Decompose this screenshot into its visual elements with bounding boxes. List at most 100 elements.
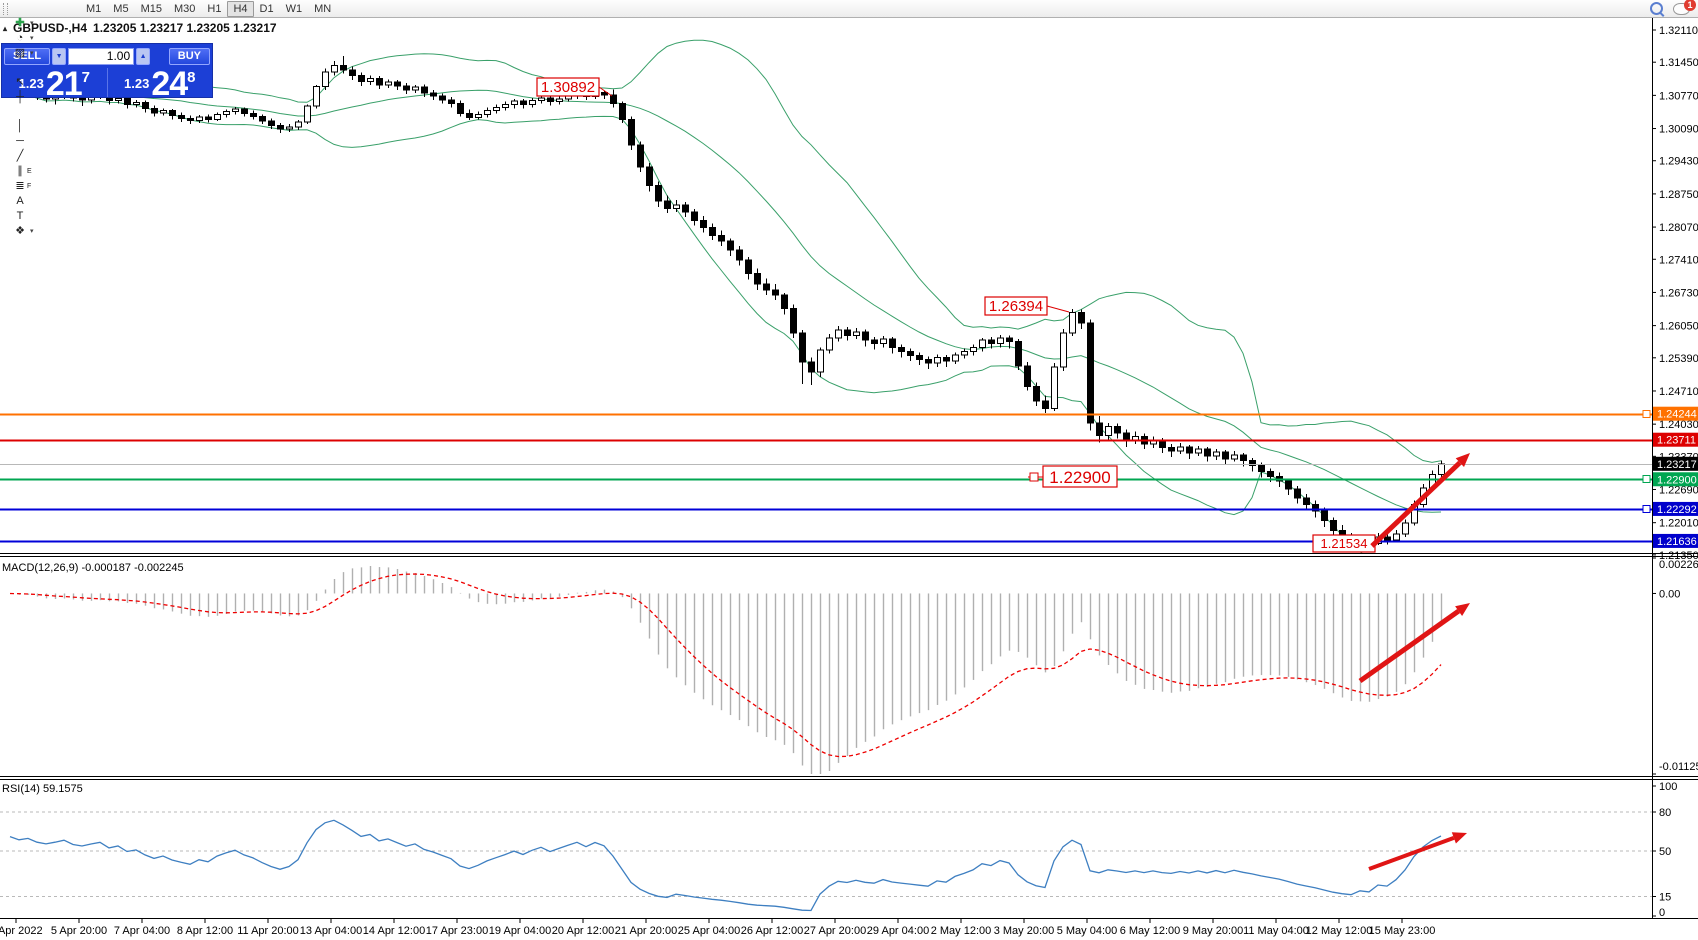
price-tick: 1.30090 bbox=[1659, 124, 1698, 136]
periods-button[interactable]: ◔ ▾ bbox=[11, 31, 80, 46]
chart-shift-button[interactable]: ↦ bbox=[11, 0, 80, 2]
hline-handle[interactable] bbox=[1642, 505, 1651, 513]
hline-handle[interactable] bbox=[1642, 475, 1651, 483]
macd-label: MACD(12,26,9) -0.000187 -0.002245 bbox=[2, 562, 184, 574]
chevron-down-icon[interactable]: ▾ bbox=[30, 50, 34, 57]
chevron-down-icon[interactable]: ▾ bbox=[30, 35, 34, 42]
pane-borders bbox=[0, 17, 1698, 919]
volume-input[interactable] bbox=[68, 47, 135, 65]
time-tick-label: 26 Apr 12:00 bbox=[741, 925, 803, 937]
timeframe-h4[interactable]: H4 bbox=[227, 0, 254, 17]
equidistant-channel-button[interactable]: ∥ E bbox=[11, 164, 80, 179]
price-tick: 1.28750 bbox=[1659, 189, 1698, 201]
timeframe-m5[interactable]: M5 bbox=[113, 2, 129, 15]
price-tick: 1.27410 bbox=[1659, 254, 1698, 266]
time-tick-label: 25 Apr 04:00 bbox=[678, 925, 740, 937]
trend-arrows[interactable] bbox=[1358, 453, 1470, 871]
one-click-trading-panel: SELL ▼ ▲ BUY 1.23 21 7 1.23 24 8 bbox=[1, 43, 213, 103]
crosshair-icon: ┼ bbox=[16, 90, 24, 103]
fibonacci-button[interactable]: ≣ F bbox=[11, 179, 80, 194]
price-tick: 1.28070 bbox=[1659, 222, 1698, 234]
horizontal-line-icon: ─ bbox=[16, 134, 24, 147]
callouts: 1.30892 1.26394 1.22900 1.21534 bbox=[536, 77, 1376, 553]
timeframe-h1[interactable]: H1 bbox=[207, 2, 222, 15]
price-badge-label: 1.22292 bbox=[1657, 504, 1697, 516]
timeframe-m30[interactable]: M30 bbox=[173, 2, 196, 15]
chart-title: ▴ GBPUSD-,H4 1.23205 1.23217 1.23205 1.2… bbox=[3, 21, 277, 35]
rsi-pane: 100 80 50 15 0 RSI(14) 59.1575 bbox=[0, 781, 1677, 919]
periods-icon: ◔ bbox=[16, 31, 24, 44]
price-tick: 1.24710 bbox=[1659, 386, 1698, 398]
time-tick-label: 5 Apr 20:00 bbox=[51, 925, 107, 937]
rsi-line bbox=[9, 819, 1442, 912]
price-tick: 1.26730 bbox=[1659, 287, 1698, 299]
time-tick-label: 27 Apr 20:00 bbox=[804, 925, 866, 937]
chat-icon[interactable]: 1 bbox=[1673, 0, 1696, 15]
chevron-down-icon[interactable]: ▾ bbox=[30, 228, 34, 235]
ask-price[interactable]: 1.23 24 8 bbox=[124, 65, 196, 103]
time-tick-label: 29 Apr 04:00 bbox=[867, 925, 929, 937]
collapse-triangle-icon[interactable]: ▴ bbox=[3, 23, 8, 33]
bid-price[interactable]: 1.23 21 7 bbox=[18, 65, 90, 103]
text-label-button[interactable]: T bbox=[11, 209, 80, 224]
cursor-icon: ↖ bbox=[15, 75, 25, 88]
timeframe-m1[interactable]: M1 bbox=[86, 2, 102, 15]
hline-handle[interactable] bbox=[1642, 410, 1651, 418]
price-callout-text: 1.30892 bbox=[541, 79, 595, 96]
indicators-button[interactable]: ✚ ▾ bbox=[11, 16, 80, 31]
price-badge-label: 1.23217 bbox=[1657, 459, 1697, 471]
price-callout-text: 1.22900 bbox=[1049, 468, 1110, 487]
time-tick-label: 9 May 20:00 bbox=[1183, 925, 1244, 937]
sell-button[interactable]: SELL bbox=[4, 47, 51, 65]
price-callout-box[interactable] bbox=[984, 296, 1048, 316]
price-badge bbox=[1653, 406, 1698, 421]
price-badge-label: 1.22900 bbox=[1657, 474, 1697, 486]
buy-button[interactable]: BUY bbox=[168, 47, 210, 65]
rsi-scale-label: 50 bbox=[1659, 846, 1671, 858]
trend-arrow-shaft[interactable] bbox=[1370, 460, 1462, 548]
timeframe-d1[interactable]: D1 bbox=[259, 2, 274, 15]
price-tick: 1.29430 bbox=[1659, 156, 1698, 168]
time-axis[interactable]: 4 Apr 2022 5 Apr 20:00 7 Apr 04:00 8 Apr 12… bbox=[0, 919, 1435, 937]
volume-decrease-button[interactable]: ▼ bbox=[52, 47, 67, 65]
timeframe-mn[interactable]: MN bbox=[314, 2, 332, 15]
search-icon[interactable] bbox=[1650, 2, 1663, 15]
cursor-button[interactable]: ↖ bbox=[11, 75, 80, 90]
price-tick: 1.25390 bbox=[1659, 353, 1698, 365]
equidistant-channel-icon: ∥ bbox=[17, 164, 23, 177]
crosshair-button[interactable]: ┼ bbox=[11, 90, 80, 105]
price-level-lines[interactable] bbox=[0, 410, 1652, 543]
vertical-line-button[interactable]: │ bbox=[11, 119, 80, 134]
text-button[interactable]: A bbox=[11, 194, 80, 209]
macd-histogram bbox=[18, 566, 1443, 774]
volume-increase-button[interactable]: ▲ bbox=[136, 47, 151, 65]
price-callout-box[interactable] bbox=[536, 77, 600, 97]
chevron-down-icon[interactable]: ▾ bbox=[30, 20, 34, 27]
horizontal-line-button[interactable]: ─ bbox=[11, 134, 80, 149]
timeframe-m15[interactable]: M15 bbox=[140, 2, 162, 15]
templates-icon: ▨ bbox=[14, 46, 26, 59]
price-badge bbox=[1653, 533, 1698, 548]
trend-arrow-head bbox=[1455, 603, 1470, 616]
toolbar-grip[interactable] bbox=[3, 2, 8, 15]
timeframe-bar: M1 M5 M15 M30 H1 H4 D1 W1 MN bbox=[80, 0, 337, 17]
price-tick: 1.26050 bbox=[1659, 321, 1698, 333]
time-tick-label: 2 May 12:00 bbox=[931, 925, 992, 937]
price-divider bbox=[106, 68, 108, 97]
trendline-button[interactable]: ╱ bbox=[11, 149, 80, 164]
arrows-icon: ❖ bbox=[15, 224, 25, 237]
chart-symbol-period: GBPUSD-,H4 bbox=[13, 21, 88, 35]
arrows-button[interactable]: ❖ ▾ bbox=[11, 224, 80, 239]
trend-arrow-shaft[interactable] bbox=[1358, 609, 1461, 684]
macd-scale-label: -0.011252 bbox=[1659, 761, 1698, 773]
price-tick: 1.22690 bbox=[1659, 485, 1698, 497]
price-axis[interactable]: 1.32110 1.31450 1.30770 1.30090 1.29430 1.287… bbox=[1652, 25, 1698, 562]
trend-arrow-head bbox=[1455, 453, 1470, 467]
macd-scale-label: 0.00 bbox=[1659, 588, 1680, 600]
trend-arrow-shaft[interactable] bbox=[1368, 835, 1455, 871]
price-callout-box[interactable] bbox=[1042, 465, 1118, 488]
timeframe-w1[interactable]: W1 bbox=[285, 2, 303, 15]
price-badge bbox=[1653, 501, 1698, 516]
templates-button[interactable]: ▨ ▾ bbox=[11, 46, 80, 61]
